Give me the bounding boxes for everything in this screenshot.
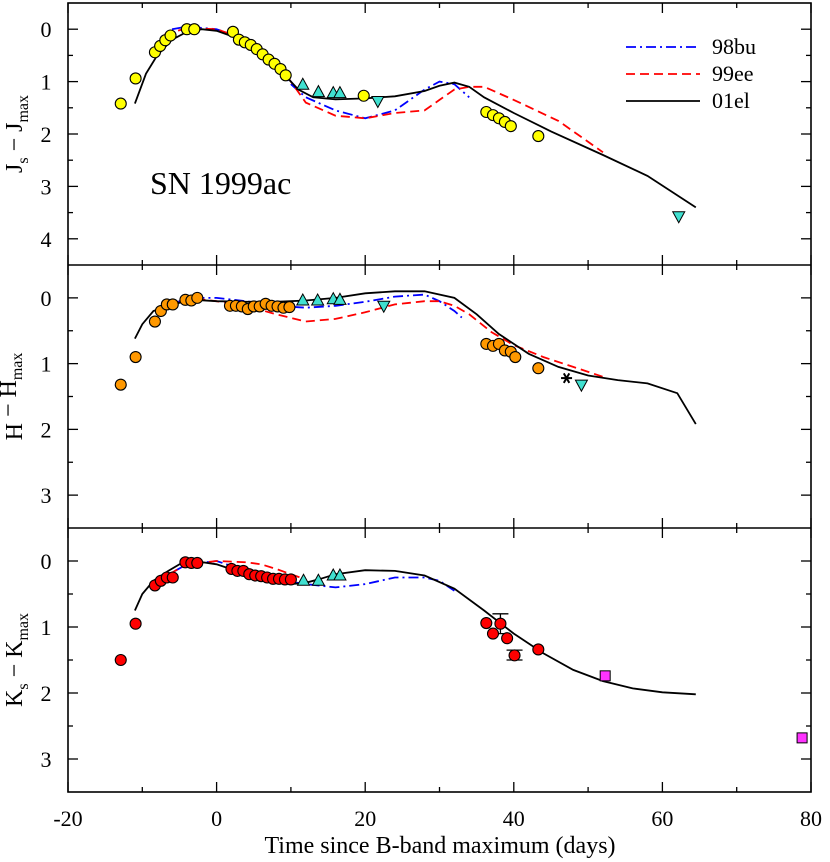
y-tick-label: 3 <box>41 174 52 199</box>
y-label-subscript: s <box>15 683 32 689</box>
data-point-circle <box>532 362 545 375</box>
curve-01el <box>134 560 696 696</box>
data-point-circle <box>480 616 493 630</box>
data-point-triangle-up <box>295 292 310 306</box>
axis-ticks <box>67 3 812 792</box>
data-point-circle <box>501 632 514 645</box>
data-point-circle <box>129 72 142 85</box>
data-point-circle <box>279 69 292 82</box>
curve-98bu <box>171 25 470 120</box>
curve-01el <box>134 290 697 425</box>
y-tick-label: 0 <box>41 286 52 311</box>
y-axis-label: H − Hmax <box>0 353 28 441</box>
y-tick-label: 1 <box>41 352 52 377</box>
data-point-circle <box>166 298 179 311</box>
data-point-triangle-down <box>370 95 385 109</box>
sn-annotation: SN 1999ac <box>150 165 291 201</box>
data-point-circle <box>357 89 370 102</box>
data-point-circle <box>191 291 204 304</box>
y-tick-label: 1 <box>41 615 52 640</box>
plot-frame <box>67 2 812 793</box>
data-point-square <box>599 670 611 682</box>
y-label-subscript: s <box>15 157 32 163</box>
legend-label-98bu: 98bu <box>712 34 756 59</box>
legend-label-01el: 01el <box>712 88 750 113</box>
y-tick-label: 2 <box>41 681 52 706</box>
data-point-circle <box>148 315 161 328</box>
y-tick-label: 4 <box>41 227 52 252</box>
data-point-circle <box>129 617 142 630</box>
data-point-star <box>562 372 571 384</box>
y-tick-label: 2 <box>41 417 52 442</box>
data-point-circle <box>504 120 517 133</box>
data-point-circle <box>486 627 500 640</box>
y-label-subscript: max <box>9 353 26 381</box>
y-label-subscript: max <box>15 95 32 123</box>
curve-99ee <box>164 27 604 154</box>
data-point-circle <box>532 643 545 656</box>
curve-99ee <box>156 560 307 582</box>
data-point-triangle-up <box>333 567 347 581</box>
data-point-circle <box>114 653 127 667</box>
x-tick-label: 0 <box>211 806 222 831</box>
data-point-triangle-up <box>333 85 347 99</box>
x-tick-label: 40 <box>503 806 525 831</box>
model-curves <box>134 25 697 696</box>
y-tick-label: 1 <box>41 70 52 95</box>
data-point-circle <box>188 23 201 36</box>
data-point-circle <box>114 97 127 110</box>
y-label-part: J <box>2 164 28 173</box>
data-point-circle <box>129 350 142 364</box>
data-point-triangle-up <box>311 573 326 586</box>
data-point-circle <box>494 617 507 630</box>
data-points <box>114 23 808 744</box>
data-point-triangle-up <box>311 84 326 98</box>
data-point-circle <box>283 301 296 314</box>
y-label-part: − H <box>0 380 22 423</box>
data-point-circle <box>191 556 204 570</box>
data-point-triangle-down <box>574 379 589 393</box>
data-point-circle <box>164 29 177 42</box>
x-tick-label: 80 <box>800 806 822 831</box>
data-point-circle <box>509 350 522 364</box>
data-point-triangle-down <box>671 211 686 224</box>
x-tick-label: 60 <box>651 806 673 831</box>
curve-98bu <box>156 293 463 319</box>
data-point-circle <box>508 649 521 662</box>
x-tick-label: -20 <box>53 806 82 831</box>
y-tick-label: 3 <box>41 483 52 508</box>
y-label-part: − J <box>2 123 28 158</box>
y-tick-label: 3 <box>41 747 52 772</box>
y-tick-label: 2 <box>41 122 52 147</box>
y-label-part: K <box>2 689 28 707</box>
x-tick-label: 20 <box>354 806 376 831</box>
data-point-triangle-down <box>376 300 391 314</box>
data-point-circle <box>284 573 297 586</box>
y-label-part: H <box>2 423 28 440</box>
data-point-triangle-up <box>333 292 347 305</box>
y-tick-label: 0 <box>41 17 52 42</box>
y-axis-label: Js − Jmax <box>2 95 32 173</box>
data-point-triangle-up <box>310 292 325 306</box>
data-point-square <box>796 732 808 744</box>
y-label-part: − K <box>2 640 28 684</box>
legend-label-99ee: 99ee <box>712 61 754 86</box>
data-point-triangle-up <box>296 573 311 586</box>
data-point-triangle-up <box>295 77 310 90</box>
y-label-subscript: max <box>15 613 32 641</box>
y-axis-label: Ks − Kmax <box>2 613 32 707</box>
data-point-circle <box>166 571 179 584</box>
data-point-circle <box>532 130 545 143</box>
x-axis-label: Time since B-band maximum (days) <box>264 833 615 859</box>
y-tick-label: 0 <box>41 549 52 574</box>
data-point-circle <box>114 378 127 391</box>
